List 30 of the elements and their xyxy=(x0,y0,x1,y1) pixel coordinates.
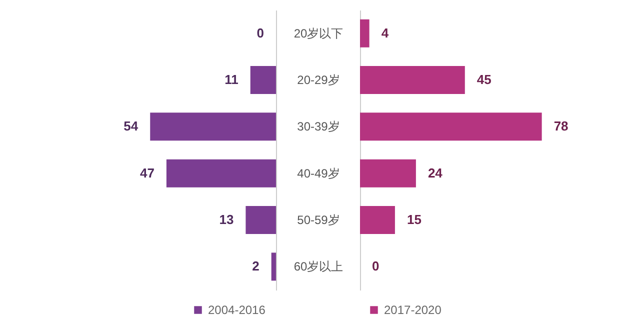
data-label: 13 xyxy=(219,212,234,227)
y-tick-label: 20-29岁 xyxy=(297,73,340,87)
bar xyxy=(360,112,542,141)
data-label: 2 xyxy=(252,258,260,274)
data-label: 0 xyxy=(372,258,380,274)
legend-label: 2017-2020 xyxy=(384,303,442,317)
data-label: 11 xyxy=(224,72,238,87)
bar xyxy=(360,206,395,234)
bar xyxy=(166,159,276,188)
bar xyxy=(360,66,465,94)
y-tick-label: 30-39岁 xyxy=(297,120,340,134)
y-tick-label: 50-59岁 xyxy=(297,213,340,227)
data-label: 45 xyxy=(476,72,492,87)
data-label: 47 xyxy=(140,165,154,180)
data-label: 4 xyxy=(381,25,390,40)
bar xyxy=(250,66,276,94)
data-label: 54 xyxy=(124,118,139,134)
data-label: 15 xyxy=(406,212,422,227)
bar xyxy=(360,159,416,188)
data-label: 0 xyxy=(256,25,264,40)
data-label: 24 xyxy=(428,165,444,180)
data-label: 78 xyxy=(554,118,568,134)
y-tick-label: 40-49岁 xyxy=(297,166,340,180)
y-tick-label: 20岁以下 xyxy=(294,26,344,40)
bar xyxy=(271,252,276,281)
legend-label: 2004-2016 xyxy=(208,303,266,317)
y-tick-label: 60岁以上 xyxy=(294,260,344,274)
bar xyxy=(246,206,276,234)
bar xyxy=(360,19,370,48)
bar xyxy=(150,112,276,141)
